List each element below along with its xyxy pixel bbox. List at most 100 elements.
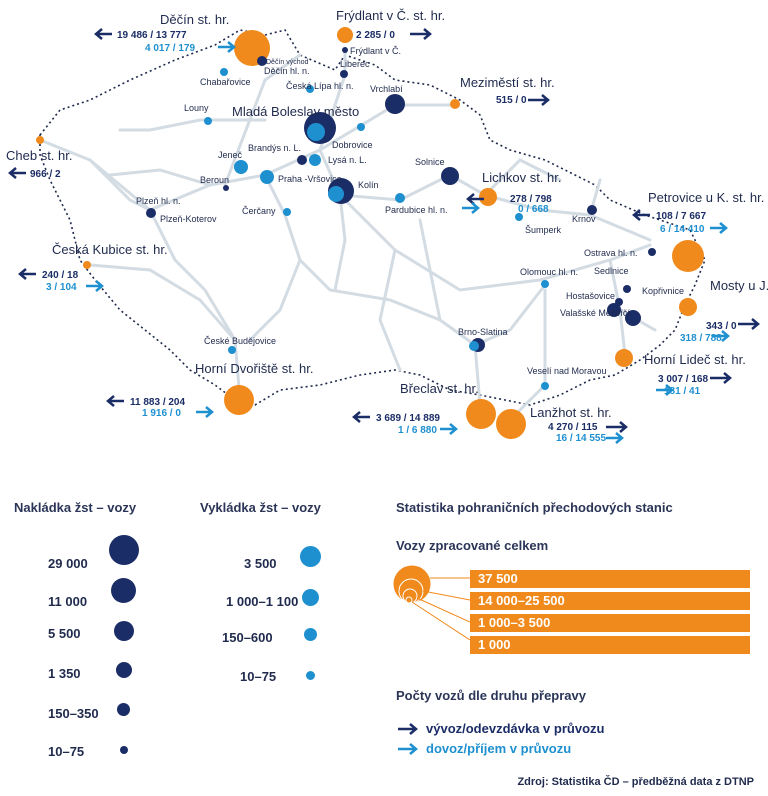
label-mosty-out: 343 / 0 (706, 321, 737, 332)
label-hd-out: 11 883 / 204 (130, 397, 185, 408)
border-outline (39, 29, 706, 406)
ostrava-navy (648, 248, 656, 256)
label-koprivnice: Kopřivnice (642, 286, 684, 296)
label-decin-hl: Děčín hl. n. (264, 66, 310, 76)
total-bar-2: 14 000–25 500 (470, 592, 750, 610)
label-brandys: Brandýs n. L. (248, 143, 301, 153)
label-petrovice-in: 6 / 14 410 (660, 224, 705, 235)
vrchlabi-navy (385, 94, 405, 114)
label-frydlant-out: 2 285 / 0 (356, 30, 395, 41)
total-bar-1: 37 500 (470, 570, 750, 588)
label-horni-lidec-sthr: Horní Lideč st. hr. (644, 352, 746, 367)
label-dobrovice: Dobrovice (332, 140, 373, 150)
hostasovice-navy (615, 298, 623, 306)
label-lichkov-in: 0 / 668 (518, 204, 549, 215)
liberec-navy (340, 70, 348, 78)
label-kolin: Kolín (358, 180, 379, 190)
praha-blue (260, 170, 274, 184)
kolin-blue (328, 186, 344, 202)
label-breclav-in: 1 / 6 880 (398, 425, 437, 436)
label-kubice-out: 240 / 18 (42, 270, 79, 281)
loading-dot-2 (111, 578, 136, 603)
export-label: vývoz/odevzdávka v průvozu (426, 721, 605, 736)
label-hl-in: 181 / 41 (664, 386, 701, 397)
unloading-item-4: 10–75 (240, 669, 277, 684)
label-louny: Louny (184, 103, 209, 113)
label-lichkov-out: 278 / 798 (510, 194, 552, 205)
solnice-navy (441, 167, 459, 185)
label-cercany: Čerčany (242, 206, 276, 216)
label-veseli: Veselí nad Moravou (527, 366, 607, 376)
unloading-item-2: 1 000–1 100 (226, 594, 299, 609)
louny-blue (204, 117, 212, 125)
label-cheb-out: 966 / 2 (30, 169, 61, 180)
label-mosty-in: 318 / 788 (680, 333, 722, 344)
decin-hl-navy (257, 56, 267, 66)
label-sumperk: Šumperk (525, 225, 562, 235)
lysa-blue (309, 154, 321, 166)
label-jenec: Jeneč (218, 150, 243, 160)
label-decin-out: 19 486 / 13 777 (117, 30, 187, 41)
label-sedlnice: Sedlnice (594, 266, 629, 276)
label-valasske: Valašské Meziříčí (560, 308, 630, 318)
border-stations (36, 27, 704, 439)
flow-arrows (8, 28, 760, 444)
beroun-navy (223, 185, 229, 191)
dobrovice-blue (357, 123, 365, 131)
label-decin-sthr: Děčín st. hr. (160, 12, 229, 27)
label-vrchlabi: Vrchlabí (370, 84, 403, 94)
unloading-item-3: 150–600 (222, 630, 273, 645)
label-solnice: Solnice (415, 157, 445, 167)
label-mezimesti-sthr: Meziměstí st. hr. (460, 75, 555, 90)
label-frydlant: Frýdlant v Č. (350, 46, 401, 56)
pardubice-blue (395, 193, 405, 203)
loading-item-1: 29 000 (48, 556, 88, 571)
total-circles-legend (392, 564, 470, 640)
total-bar-4: 1 000 (470, 636, 750, 654)
label-petrovice-out: 108 / 7 667 (656, 211, 706, 222)
loading-legend-title: Nakládka žst – vozy (14, 500, 137, 515)
lichkov-border-circle (479, 188, 497, 206)
loading-item-4: 1 350 (48, 666, 81, 681)
label-petrovice-sthr: Petrovice u K. st. hr. (648, 190, 764, 205)
cercany-blue (283, 208, 291, 216)
label-praha: Praha -Vršovice (278, 174, 342, 184)
unloading-legend-title: Vykládka žst – vozy (200, 500, 321, 515)
horni-dvoriste-border-circle (224, 385, 254, 415)
label-lanzhot-sthr: Lanžhot st. hr. (530, 405, 612, 420)
valasske-navy (607, 303, 621, 317)
border-stats-title: Statistika pohraničních přechodových sta… (396, 500, 673, 515)
label-beroun: Beroun (200, 175, 229, 185)
label-lichkov-sthr: Lichkov st. hr. (482, 170, 561, 185)
unloading-item-1: 3 500 (244, 556, 277, 571)
budejovice-blue (228, 346, 236, 354)
ceska-lipa-blue (306, 85, 314, 93)
loading-dot-1 (109, 535, 139, 565)
label-ceske-budejovice: České Budějovice (204, 336, 276, 346)
total-wagons-title: Vozy zpracované celkem (396, 538, 549, 553)
mlada-boleslav-blue (307, 123, 325, 141)
mezimesti-border-circle (450, 99, 460, 109)
label-cheb-sthr: Cheb st. hr. (6, 148, 72, 163)
sumperk-blue (515, 213, 523, 221)
plzen-navy (146, 208, 156, 218)
source-note: Zdroj: Statistika ČD – předběžná data z … (517, 776, 754, 788)
loading-item-3: 5 500 (48, 626, 81, 641)
label-lysa: Lysá n. L. (328, 155, 367, 165)
frydlant-navy (342, 47, 348, 53)
import-label: dovoz/příjem v průvozu (426, 741, 572, 756)
petrovice-border-circle (672, 240, 704, 272)
veseli-blue (541, 382, 549, 390)
horni-lidec-border-circle (615, 349, 633, 367)
label-lanzhot-out: 4 270 / 115 (548, 422, 598, 433)
label-hd-in: 1 916 / 0 (142, 408, 181, 419)
loading-dot-3 (114, 621, 134, 641)
label-pardubice: Pardubice hl. n. (385, 205, 448, 215)
olomouc-blue (541, 280, 549, 288)
label-horni-dvoriste-sthr: Horní Dvořiště st. hr. (195, 361, 313, 376)
koprivnice-navy (625, 310, 641, 326)
label-mezimesti-out: 515 / 0 (496, 95, 527, 106)
label-kubice-sthr: Česká Kubice st. hr. (52, 242, 168, 257)
unloading-dot-2 (302, 589, 319, 606)
loading-item-6: 10–75 (48, 744, 85, 759)
